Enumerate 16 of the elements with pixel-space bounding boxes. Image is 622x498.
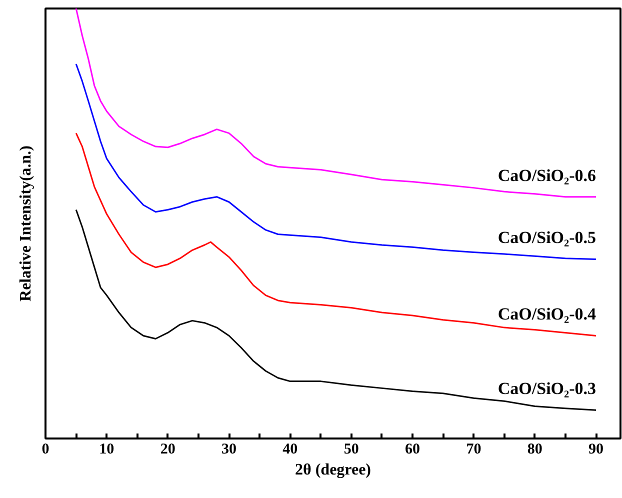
series-label: CaO/SiO₂-0.3 <box>498 379 596 398</box>
x-tick-label: 10 <box>99 442 114 458</box>
x-tick-label: 90 <box>588 442 604 458</box>
series-label: CaO/SiO₂-0.6 <box>498 166 596 185</box>
x-tick-label: 20 <box>160 442 176 458</box>
x-tick-label: 40 <box>282 442 298 458</box>
x-tick-label: 80 <box>527 442 542 458</box>
y-axis-title: Relative Intensity(a.n.) <box>18 146 34 302</box>
x-tick-label: 70 <box>466 442 482 458</box>
x-tick-label: 0 <box>42 442 50 458</box>
x-tick-label: 50 <box>344 442 359 458</box>
x-tick-label: 60 <box>405 442 420 458</box>
series-label: CaO/SiO₂-0.4 <box>498 304 597 324</box>
x-axis-title: 2θ (degree) <box>294 462 372 478</box>
series-label: CaO/SiO₂-0.5 <box>498 228 596 248</box>
x-tick-label: 30 <box>222 442 237 458</box>
